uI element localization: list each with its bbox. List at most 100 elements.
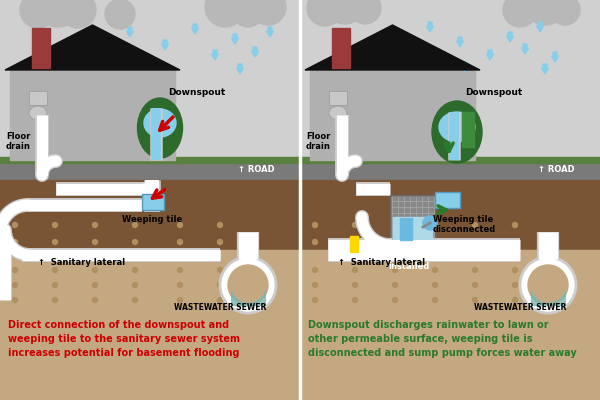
Circle shape [92, 268, 97, 272]
Ellipse shape [137, 98, 182, 158]
Bar [300, 180, 600, 250]
Circle shape [512, 282, 517, 288]
Circle shape [313, 282, 317, 288]
Circle shape [392, 282, 398, 288]
Circle shape [313, 268, 317, 272]
Text: ↑  Sanitary lateral: ↑ Sanitary lateral [338, 258, 425, 267]
FancyArrow shape [266, 27, 274, 37]
Circle shape [35, 0, 81, 27]
Circle shape [53, 298, 58, 302]
Bar [300, 157, 600, 163]
Circle shape [13, 268, 17, 272]
Circle shape [433, 298, 437, 302]
Circle shape [433, 268, 437, 272]
Circle shape [423, 216, 437, 230]
Circle shape [53, 240, 58, 244]
Text: Sump pump
installed: Sump pump installed [388, 252, 444, 271]
Bar [350, 236, 358, 252]
Circle shape [220, 257, 276, 313]
Circle shape [133, 268, 137, 272]
Circle shape [392, 240, 398, 244]
Bar [0, 250, 300, 400]
Bar [29, 91, 47, 105]
Circle shape [392, 222, 398, 228]
Circle shape [349, 0, 381, 24]
Circle shape [353, 282, 358, 288]
Text: WASTEWATER SEWER: WASTEWATER SEWER [474, 303, 566, 312]
Circle shape [353, 240, 358, 244]
Bar [0, 157, 300, 163]
Text: WASTEWATER SEWER: WASTEWATER SEWER [174, 303, 266, 312]
Circle shape [313, 222, 317, 228]
Bar [329, 91, 347, 105]
Ellipse shape [329, 106, 347, 120]
Circle shape [218, 298, 223, 302]
Circle shape [133, 282, 137, 288]
Text: Floor
drain: Floor drain [6, 132, 31, 151]
Circle shape [473, 282, 478, 288]
Circle shape [528, 265, 568, 305]
FancyArrow shape [127, 27, 133, 37]
Bar [300, 250, 600, 400]
Bar [0, 0, 300, 160]
Text: Downspout: Downspout [465, 88, 522, 97]
Circle shape [13, 240, 17, 244]
FancyArrow shape [191, 24, 199, 34]
Text: ↑  Sanitary lateral: ↑ Sanitary lateral [38, 258, 125, 267]
Circle shape [205, 0, 245, 27]
Bar [400, 218, 412, 240]
Bar [393, 217, 432, 242]
Circle shape [178, 268, 182, 272]
Bar [10, 70, 175, 160]
FancyArrow shape [232, 34, 239, 44]
Circle shape [13, 282, 17, 288]
FancyArrow shape [461, 62, 469, 72]
Text: Floor
drain: Floor drain [306, 132, 331, 151]
Circle shape [20, 0, 56, 28]
Circle shape [250, 0, 286, 25]
Ellipse shape [439, 112, 475, 142]
Circle shape [105, 0, 135, 29]
Circle shape [178, 222, 182, 228]
Circle shape [233, 0, 263, 27]
Circle shape [307, 0, 343, 26]
Ellipse shape [432, 101, 482, 163]
Bar [32, 28, 50, 68]
Circle shape [60, 0, 96, 28]
Circle shape [433, 222, 437, 228]
Circle shape [313, 298, 317, 302]
Circle shape [325, 0, 365, 24]
Circle shape [133, 298, 137, 302]
Ellipse shape [29, 106, 47, 120]
FancyArrow shape [551, 52, 559, 62]
Circle shape [353, 268, 358, 272]
Circle shape [133, 240, 137, 244]
Circle shape [473, 240, 478, 244]
FancyArrow shape [457, 37, 464, 47]
Circle shape [520, 257, 576, 313]
FancyArrow shape [521, 44, 529, 54]
Bar [435, 192, 460, 208]
FancyArrow shape [536, 22, 544, 32]
FancyArrow shape [487, 50, 493, 60]
Circle shape [218, 240, 223, 244]
Bar [0, 180, 300, 250]
Text: Downspout discharges rainwater to lawn or
other permeable surface, weeping tile : Downspout discharges rainwater to lawn o… [308, 320, 577, 358]
FancyArrow shape [212, 50, 218, 60]
Bar [0, 160, 300, 180]
Circle shape [53, 282, 58, 288]
Circle shape [178, 240, 182, 244]
Text: ↑ ROAD: ↑ ROAD [238, 165, 275, 174]
Circle shape [218, 282, 223, 288]
Circle shape [53, 268, 58, 272]
Circle shape [512, 222, 517, 228]
Circle shape [473, 222, 478, 228]
Circle shape [473, 268, 478, 272]
Text: Weeping tile
disconnected: Weeping tile disconnected [433, 215, 496, 234]
FancyArrow shape [251, 47, 259, 57]
Circle shape [313, 240, 317, 244]
Circle shape [525, 0, 565, 25]
Circle shape [53, 222, 58, 228]
Circle shape [92, 282, 97, 288]
Polygon shape [5, 25, 180, 70]
